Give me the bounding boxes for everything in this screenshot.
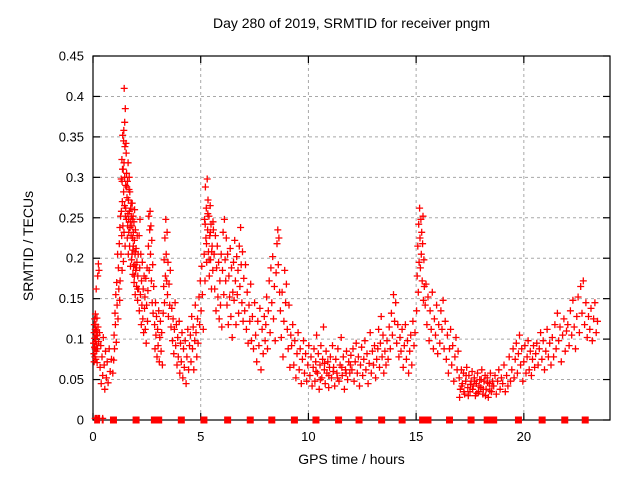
grid-layer: [93, 56, 610, 420]
scatter-points: [90, 84, 601, 422]
zero-square-marker: [467, 416, 475, 424]
zero-square-marker: [490, 416, 498, 424]
zero-tick-marker: [95, 416, 98, 424]
tick-labels-layer: 0 0.05 0.1 0.15 0.2 0.25 0.3 0.35 0.4 0.45 0 5 10 15 2…: [59, 49, 531, 445]
zero-square-marker: [398, 416, 406, 424]
zero-square-marker: [446, 416, 454, 424]
zero-tick-marker: [101, 416, 104, 424]
zero-square-marker: [561, 416, 569, 424]
zero-square-marker: [200, 416, 208, 424]
zero-square-marker: [514, 416, 522, 424]
zero-square-marker: [378, 416, 386, 424]
zero-square-marker: [155, 416, 163, 424]
zero-square-marker: [355, 416, 363, 424]
zero-square-marker: [424, 416, 432, 424]
y-tick-label: 0.4: [66, 89, 84, 104]
zero-square-marker: [246, 416, 254, 424]
y-tick-label: 0.25: [59, 210, 84, 225]
zero-tick-marker: [94, 416, 97, 424]
y-tick-label: 0.05: [59, 372, 84, 387]
y-tick-label: 0.1: [66, 332, 84, 347]
x-axis-label: GPS time / hours: [298, 451, 405, 467]
zero-square-marker: [109, 416, 117, 424]
x-tick-label: 5: [197, 429, 204, 444]
y-tick-label: 0.2: [66, 251, 84, 266]
chart-title: Day 280 of 2019, SRMTID for receiver png…: [212, 15, 490, 31]
zero-square-marker: [177, 416, 185, 424]
zero-square-marker: [483, 416, 491, 424]
zero-markers-layer: [94, 416, 589, 424]
y-tick-label: 0.35: [59, 129, 84, 144]
y-tick-label: 0.3: [66, 170, 84, 185]
zero-square-marker: [581, 416, 589, 424]
y-tick-label: 0.45: [59, 49, 84, 64]
zero-square-marker: [224, 416, 232, 424]
x-tick-label: 0: [89, 429, 96, 444]
zero-square-marker: [312, 416, 320, 424]
zero-square-marker: [268, 416, 276, 424]
zero-tick-marker: [96, 416, 99, 424]
x-tick-label: 15: [409, 429, 423, 444]
y-tick-label: 0.15: [59, 291, 84, 306]
zero-square-marker: [290, 416, 298, 424]
zero-square-marker: [419, 416, 427, 424]
x-tick-label: 20: [517, 429, 531, 444]
zero-square-marker: [132, 416, 140, 424]
x-tick-label: 10: [301, 429, 315, 444]
zero-square-marker: [538, 416, 546, 424]
y-tick-label: 0: [77, 413, 84, 428]
zero-tick-marker: [98, 416, 101, 424]
zero-square-marker: [335, 416, 343, 424]
zero-square-marker: [150, 416, 158, 424]
